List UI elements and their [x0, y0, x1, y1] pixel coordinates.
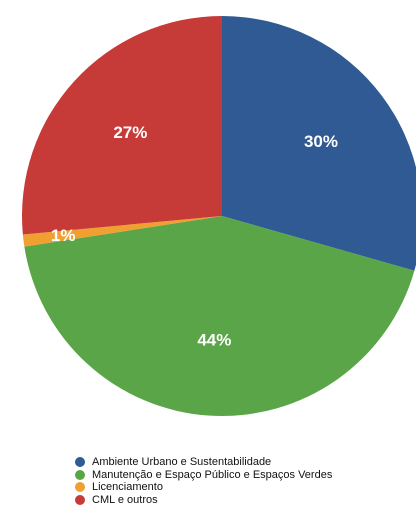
pie-slice-3 — [22, 216, 222, 247]
pie-slices — [22, 16, 416, 417]
legend-item-1: Ambiente Urbano e Sustentabilidade — [75, 456, 332, 469]
legend-swatch-4 — [75, 494, 85, 505]
legend-label-3: Licenciamento — [92, 481, 163, 494]
legend-swatch-2 — [75, 469, 85, 480]
pie-slice-label-1: 30% — [304, 132, 338, 151]
pie-slice-4 — [22, 16, 222, 235]
legend-swatch-3 — [75, 482, 85, 493]
legend-label-4: CML e outros — [92, 493, 158, 506]
pie-slice-2 — [24, 216, 415, 417]
pie-labels: 30% 44% 1% 27% — [51, 123, 338, 349]
legend-label-2: Manutenção e Espaço Público e Espaços Ve… — [92, 468, 333, 481]
legend-item-2: Manutenção e Espaço Público e Espaços Ve… — [75, 469, 332, 482]
pie-chart: 30% 44% 1% 27% — [22, 16, 416, 417]
pie-slice-label-4: 27% — [113, 123, 147, 142]
legend-item-3: Licenciamento — [75, 481, 332, 494]
pie-slice-label-2: 44% — [197, 330, 231, 349]
chart-legend: Ambiente Urbano e Sustentabilidade Manute… — [75, 456, 332, 506]
legend-swatch-1 — [75, 457, 85, 468]
legend-item-4: CML e outros — [75, 494, 332, 507]
legend-label-1: Ambiente Urbano e Sustentabilidade — [92, 456, 272, 469]
pie-slice-1 — [222, 16, 416, 271]
pie-slice-label-3: 1% — [51, 226, 76, 245]
